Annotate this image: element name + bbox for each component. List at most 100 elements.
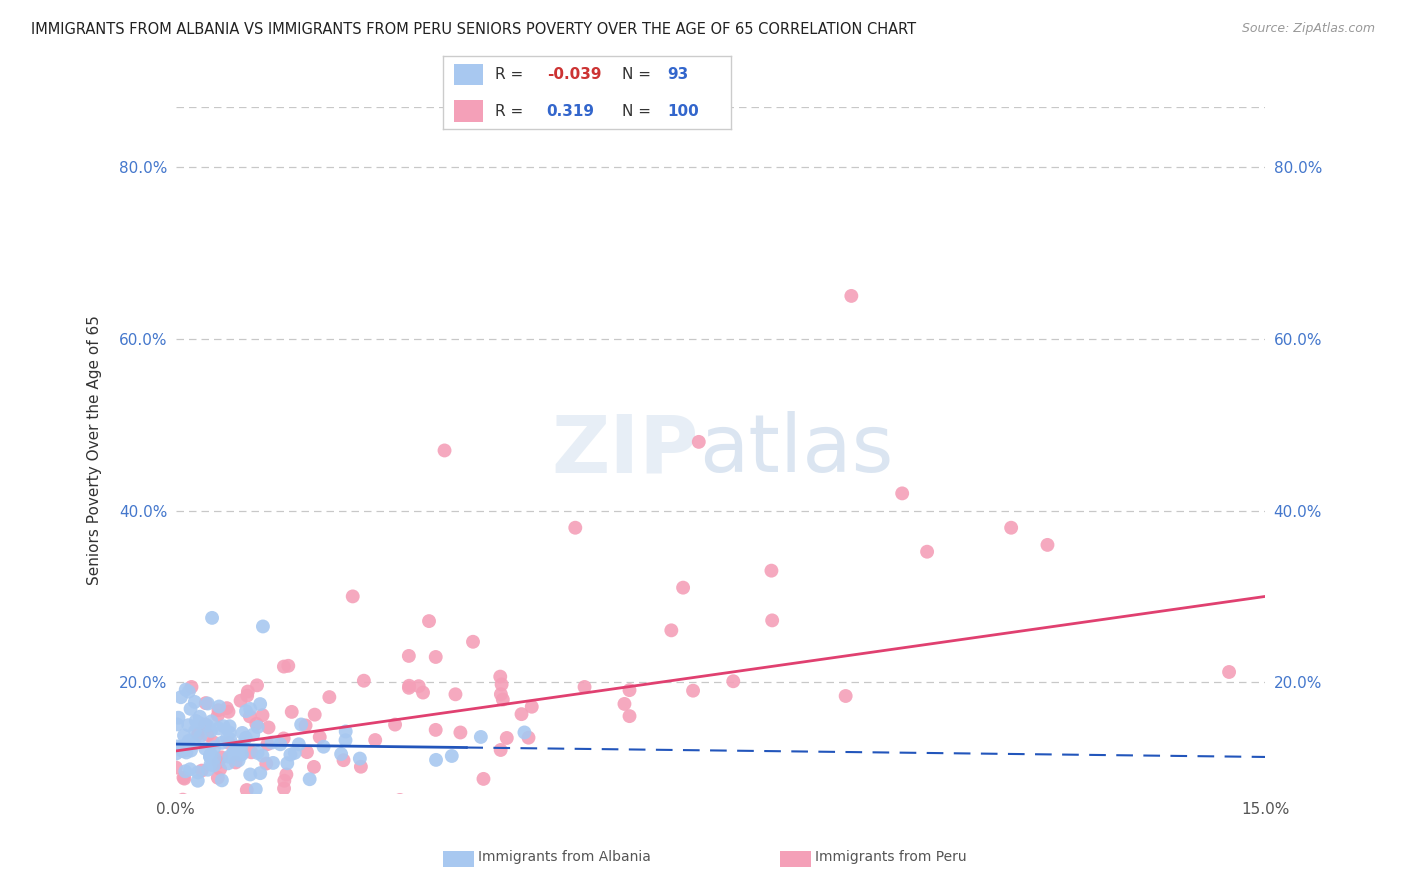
Point — [252, 708, 274, 723]
Point — [659, 624, 682, 638]
Point — [249, 766, 271, 780]
Point — [262, 756, 284, 770]
Point — [184, 804, 207, 818]
Point — [229, 747, 252, 762]
Point — [200, 747, 222, 762]
Point — [495, 731, 517, 745]
Point — [170, 739, 193, 754]
Point — [284, 746, 307, 760]
Text: IMMIGRANTS FROM ALBANIA VS IMMIGRANTS FROM PERU SENIORS POVERTY OVER THE AGE OF : IMMIGRANTS FROM ALBANIA VS IMMIGRANTS FR… — [31, 22, 917, 37]
Point — [200, 723, 222, 738]
Text: 93: 93 — [668, 67, 689, 82]
Point — [190, 729, 212, 743]
Point — [298, 772, 321, 787]
Point — [761, 564, 783, 578]
Text: 0.319: 0.319 — [547, 103, 595, 119]
Point — [304, 707, 326, 722]
Point — [222, 745, 245, 759]
Point — [174, 743, 197, 757]
Point — [408, 679, 430, 693]
Point — [198, 750, 221, 764]
Point — [489, 670, 512, 684]
Point — [273, 773, 295, 788]
Point — [510, 707, 533, 722]
Point — [276, 756, 298, 771]
Point — [398, 648, 420, 663]
Point — [215, 701, 238, 715]
Point — [273, 731, 295, 746]
Text: -0.039: -0.039 — [547, 67, 602, 82]
Point — [290, 717, 312, 731]
Point — [619, 683, 641, 698]
Text: R =: R = — [495, 103, 523, 119]
Point — [208, 699, 231, 714]
Point — [260, 736, 283, 750]
Point — [180, 680, 202, 694]
Point — [172, 744, 194, 758]
Point — [682, 683, 704, 698]
Point — [461, 634, 484, 648]
Point — [252, 748, 274, 763]
Point — [186, 797, 208, 811]
Point — [332, 753, 354, 767]
Point — [491, 677, 513, 691]
Point — [273, 659, 295, 673]
Point — [1036, 538, 1059, 552]
Point — [165, 760, 187, 774]
Point — [294, 718, 316, 732]
Point — [619, 709, 641, 723]
Point — [398, 681, 420, 695]
Point — [256, 737, 278, 751]
Point — [245, 782, 267, 797]
Point — [267, 795, 290, 809]
Point — [688, 434, 710, 449]
Point — [425, 650, 447, 665]
Point — [723, 674, 745, 689]
Point — [444, 687, 467, 701]
Point — [173, 729, 195, 743]
Point — [204, 751, 226, 765]
Point — [425, 723, 447, 737]
Point — [202, 735, 225, 749]
Point — [246, 678, 269, 692]
Point — [211, 736, 233, 750]
Point — [228, 746, 250, 760]
Point — [672, 581, 695, 595]
Point — [200, 714, 222, 729]
Point — [249, 697, 271, 711]
Point — [195, 718, 218, 732]
Point — [207, 771, 229, 785]
Point — [212, 719, 235, 733]
Point — [224, 745, 246, 759]
Point — [312, 739, 335, 754]
Point — [302, 760, 325, 774]
Point — [245, 796, 267, 810]
Text: 100: 100 — [668, 103, 699, 119]
Point — [915, 545, 938, 559]
Point — [295, 745, 318, 759]
Point — [219, 732, 242, 747]
Point — [280, 747, 302, 762]
Point — [236, 783, 259, 797]
Text: atlas: atlas — [699, 411, 893, 490]
Point — [202, 758, 225, 772]
Point — [384, 717, 406, 731]
Point — [433, 443, 456, 458]
Text: Immigrants from Peru: Immigrants from Peru — [815, 850, 967, 864]
Point — [166, 717, 188, 731]
Point — [176, 746, 198, 760]
Point — [207, 703, 229, 717]
Point — [184, 724, 207, 739]
Point — [218, 736, 240, 750]
Point — [308, 730, 330, 744]
Point — [841, 289, 863, 303]
Point — [229, 739, 252, 753]
Point — [350, 760, 373, 774]
Point — [412, 685, 434, 699]
Point — [231, 726, 253, 740]
Text: N =: N = — [621, 103, 651, 119]
Point — [440, 749, 463, 764]
Point — [252, 802, 274, 816]
Point — [218, 719, 240, 733]
Point — [225, 756, 247, 770]
